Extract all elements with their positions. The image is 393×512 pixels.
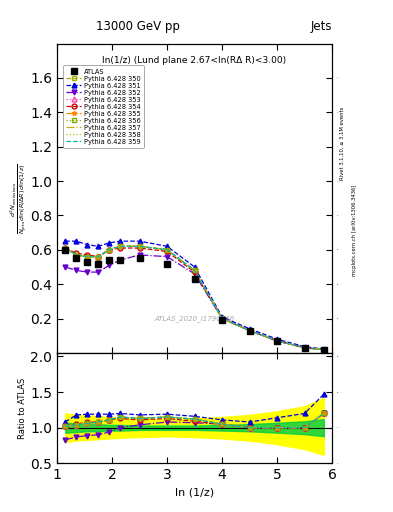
Legend: ATLAS, Pythia 6.428 350, Pythia 6.428 351, Pythia 6.428 352, Pythia 6.428 353, P: ATLAS, Pythia 6.428 350, Pythia 6.428 35… (63, 66, 144, 148)
Text: ATLAS_2020_I1790256: ATLAS_2020_I1790256 (154, 315, 235, 322)
Text: mcplots.cern.ch [arXiv:1306.3436]: mcplots.cern.ch [arXiv:1306.3436] (352, 185, 357, 276)
X-axis label: ln (1/z): ln (1/z) (175, 488, 214, 498)
Text: 13000 GeV pp: 13000 GeV pp (95, 20, 180, 33)
Y-axis label: $\frac{d^2 N_{\mathrm{emissions}}}{N_{\mathrm{jets}}\,d\ln(R/\Delta R)\,d\ln(1/z: $\frac{d^2 N_{\mathrm{emissions}}}{N_{\m… (8, 163, 29, 233)
Text: ln(1/z) (Lund plane 2.67<ln(RΔ R)<3.00): ln(1/z) (Lund plane 2.67<ln(RΔ R)<3.00) (103, 56, 286, 65)
Y-axis label: Ratio to ATLAS: Ratio to ATLAS (18, 377, 28, 439)
Text: Rivet 3.1.10, ≥ 3.1M events: Rivet 3.1.10, ≥ 3.1M events (340, 106, 345, 180)
Text: Jets: Jets (310, 20, 332, 33)
